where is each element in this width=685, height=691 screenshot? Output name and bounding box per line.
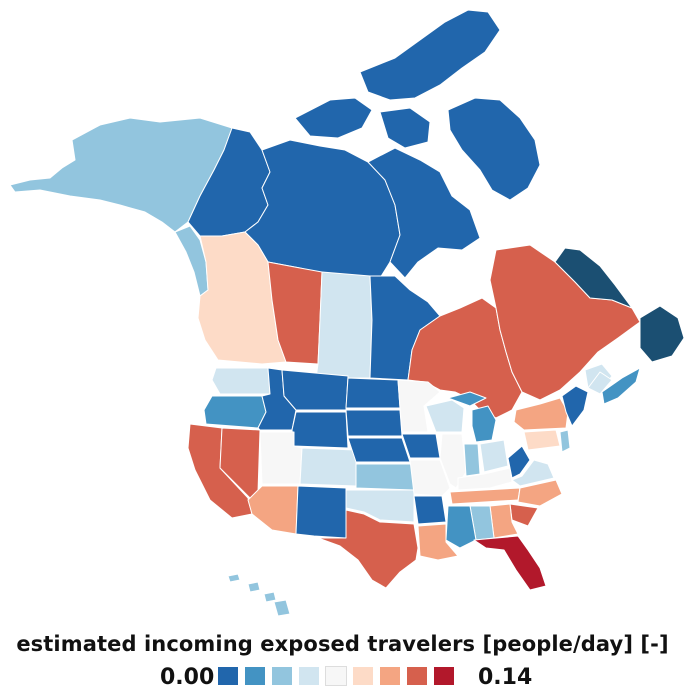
region-louisiana bbox=[417, 523, 459, 561]
region-new-mexico bbox=[295, 485, 347, 539]
region-arizona bbox=[247, 485, 299, 535]
legend-min-label: 0.00 bbox=[160, 665, 215, 690]
region-new-england bbox=[561, 385, 589, 427]
legend-swatch bbox=[218, 667, 238, 685]
region-florida bbox=[473, 535, 547, 591]
region-hawaii-1 bbox=[227, 573, 241, 583]
region-texas bbox=[317, 509, 419, 589]
region-mississippi bbox=[445, 505, 477, 549]
region-montana bbox=[281, 369, 349, 411]
region-minnesota bbox=[397, 379, 441, 433]
region-south-carolina bbox=[509, 503, 539, 527]
region-illinois bbox=[439, 433, 467, 489]
region-ohio bbox=[479, 439, 509, 473]
legend-title: estimated incoming exposed travelers [pe… bbox=[16, 632, 669, 656]
region-west-virginia bbox=[507, 445, 531, 479]
legend-swatch bbox=[299, 667, 319, 685]
region-kansas bbox=[355, 463, 415, 491]
legend-swatch bbox=[325, 666, 347, 686]
region-alaska bbox=[9, 117, 233, 233]
region-arkansas bbox=[413, 495, 447, 525]
region-saskatchewan bbox=[315, 271, 373, 379]
region-oregon bbox=[203, 395, 267, 429]
region-colorado bbox=[299, 447, 357, 487]
region-south-dakota bbox=[345, 409, 403, 437]
colorbar-legend: 0.00 0.14 bbox=[0, 664, 685, 690]
region-hawaii-2 bbox=[247, 581, 261, 593]
legend-swatch bbox=[272, 667, 292, 685]
region-north-dakota bbox=[345, 377, 401, 409]
region-hawaii-3 bbox=[263, 591, 277, 603]
region-labrador bbox=[554, 247, 633, 309]
legend-swatch bbox=[407, 667, 427, 685]
region-pennsylvania bbox=[523, 429, 561, 451]
region-maine bbox=[587, 371, 613, 395]
region-nunavut bbox=[367, 147, 481, 279]
region-nunavut-islands-center bbox=[379, 107, 431, 149]
region-tennessee bbox=[449, 487, 521, 505]
choropleth-map bbox=[9, 9, 685, 617]
region-michigan-upper bbox=[447, 391, 487, 407]
region-wisconsin bbox=[425, 399, 465, 433]
legend-swatch bbox=[434, 667, 454, 685]
region-british-columbia bbox=[197, 231, 287, 365]
region-nebraska bbox=[347, 437, 411, 463]
region-kentucky bbox=[457, 467, 513, 491]
region-nova-scotia bbox=[601, 367, 641, 405]
region-nunavut-islands-north bbox=[359, 9, 501, 101]
region-missouri bbox=[409, 459, 451, 497]
legend-swatch bbox=[380, 667, 400, 685]
region-washington bbox=[211, 367, 271, 395]
region-wyoming bbox=[291, 411, 349, 449]
region-newfoundland bbox=[639, 305, 685, 363]
region-virginia bbox=[511, 459, 555, 487]
region-new-jersey bbox=[559, 429, 571, 453]
region-new-york bbox=[513, 397, 569, 431]
region-indiana bbox=[463, 443, 481, 477]
legend-swatch bbox=[245, 667, 265, 685]
region-hawaii-4 bbox=[273, 599, 291, 617]
region-nunavut-islands-west bbox=[294, 97, 373, 139]
region-north-carolina bbox=[517, 479, 563, 507]
region-nunavut-baffin bbox=[447, 97, 541, 201]
region-michigan-lower bbox=[471, 405, 497, 443]
legend-max-label: 0.14 bbox=[478, 665, 533, 690]
legend-swatch bbox=[353, 667, 373, 685]
